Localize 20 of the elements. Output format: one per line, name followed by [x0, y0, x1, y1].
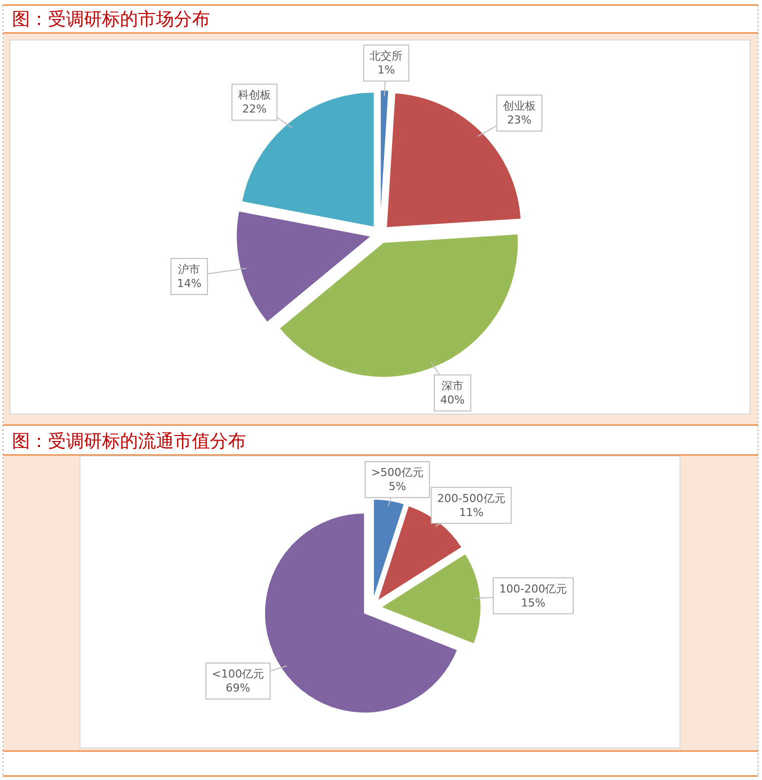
- data-label: 22%: [242, 102, 267, 116]
- slice-label: 深市: [442, 379, 464, 392]
- data-label: 1%: [377, 64, 395, 77]
- data-label: 5%: [388, 480, 406, 494]
- chart-title: 图：受调研标的流通市值分布: [12, 431, 246, 452]
- data-label: 14%: [176, 277, 202, 290]
- data-label: 11%: [459, 506, 484, 519]
- chart-title: 图：受调研标的市场分布: [12, 9, 210, 30]
- slice-label: <100亿元: [212, 668, 264, 681]
- slice-label: 沪市: [178, 263, 200, 276]
- slice-label: 创业板: [502, 100, 536, 113]
- data-label: 69%: [226, 682, 250, 695]
- data-label: 40%: [440, 393, 465, 406]
- data-label: 15%: [521, 596, 546, 610]
- slice-label: 200-500亿元: [437, 492, 506, 505]
- data-label: 23%: [507, 114, 532, 127]
- slice-label: >500亿元: [371, 466, 424, 480]
- slice-label: 科创板: [238, 88, 271, 102]
- slice-label: 100-200亿元: [499, 582, 568, 596]
- slice-label: 北交所: [370, 50, 403, 63]
